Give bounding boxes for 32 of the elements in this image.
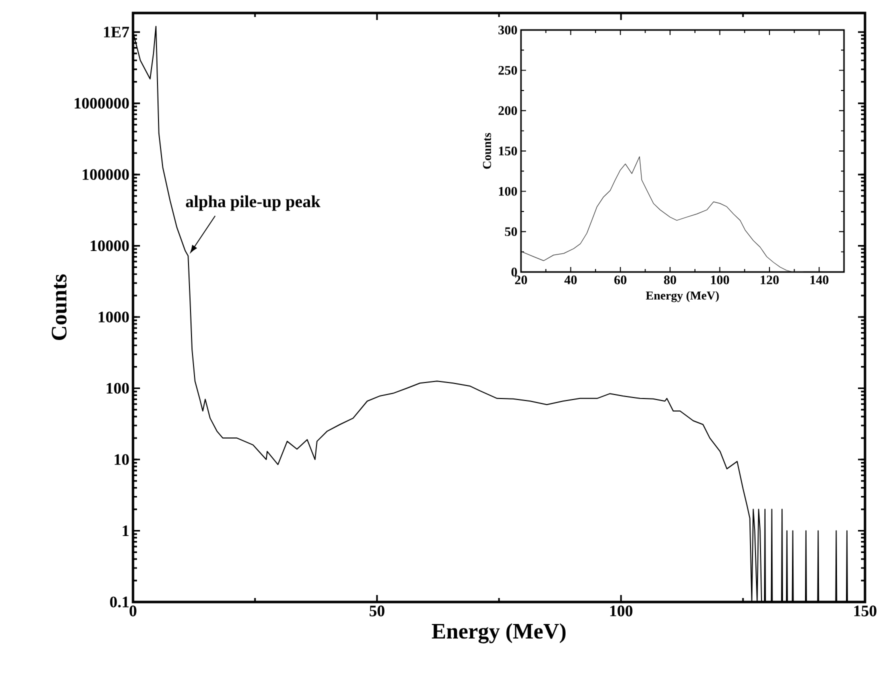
y-axis-title: Counts: [483, 132, 492, 169]
x-tick-label: 120: [760, 276, 779, 284]
x-tick-label: 150: [854, 606, 876, 616]
x-tick-label: 50: [370, 606, 384, 616]
y-tick-label: 300: [498, 26, 517, 34]
x-tick-label: 100: [610, 606, 632, 616]
y-axis-title: Counts: [52, 274, 67, 340]
x-axis-title: Energy (MeV): [432, 623, 566, 644]
y-tick-label: 0: [511, 268, 517, 276]
x-tick-label: 60: [614, 276, 626, 284]
x-axis-title: Energy (MeV): [646, 291, 719, 302]
annotation: alpha pile-up peak: [186, 195, 320, 211]
x-tick-label: 40: [564, 276, 577, 284]
y-tick-label: 1000: [98, 312, 129, 322]
y-tick-label: 1: [122, 525, 129, 536]
y-tick-label: 100: [499, 186, 517, 196]
x-tick-label: 80: [664, 276, 676, 284]
x-tick-label: 140: [810, 276, 828, 284]
y-tick-label: 0.1: [110, 596, 129, 608]
y-tick-label: 1000000: [74, 98, 129, 109]
x-tick-label: 100: [711, 276, 730, 284]
y-tick-label: 100000: [82, 169, 129, 180]
x-tick-label: 20: [515, 276, 528, 284]
y-tick-label: 200: [498, 106, 517, 116]
y-tick-label: 50: [504, 227, 517, 236]
y-tick-label: 100: [106, 382, 129, 394]
y-tick-label: 1E7: [104, 26, 130, 38]
y-tick-label: 10: [114, 454, 129, 465]
y-tick-label: 10000: [90, 240, 129, 252]
x-tick-label: 0: [130, 606, 136, 616]
y-tick-label: 250: [498, 66, 517, 75]
y-tick-label: 150: [499, 146, 517, 156]
